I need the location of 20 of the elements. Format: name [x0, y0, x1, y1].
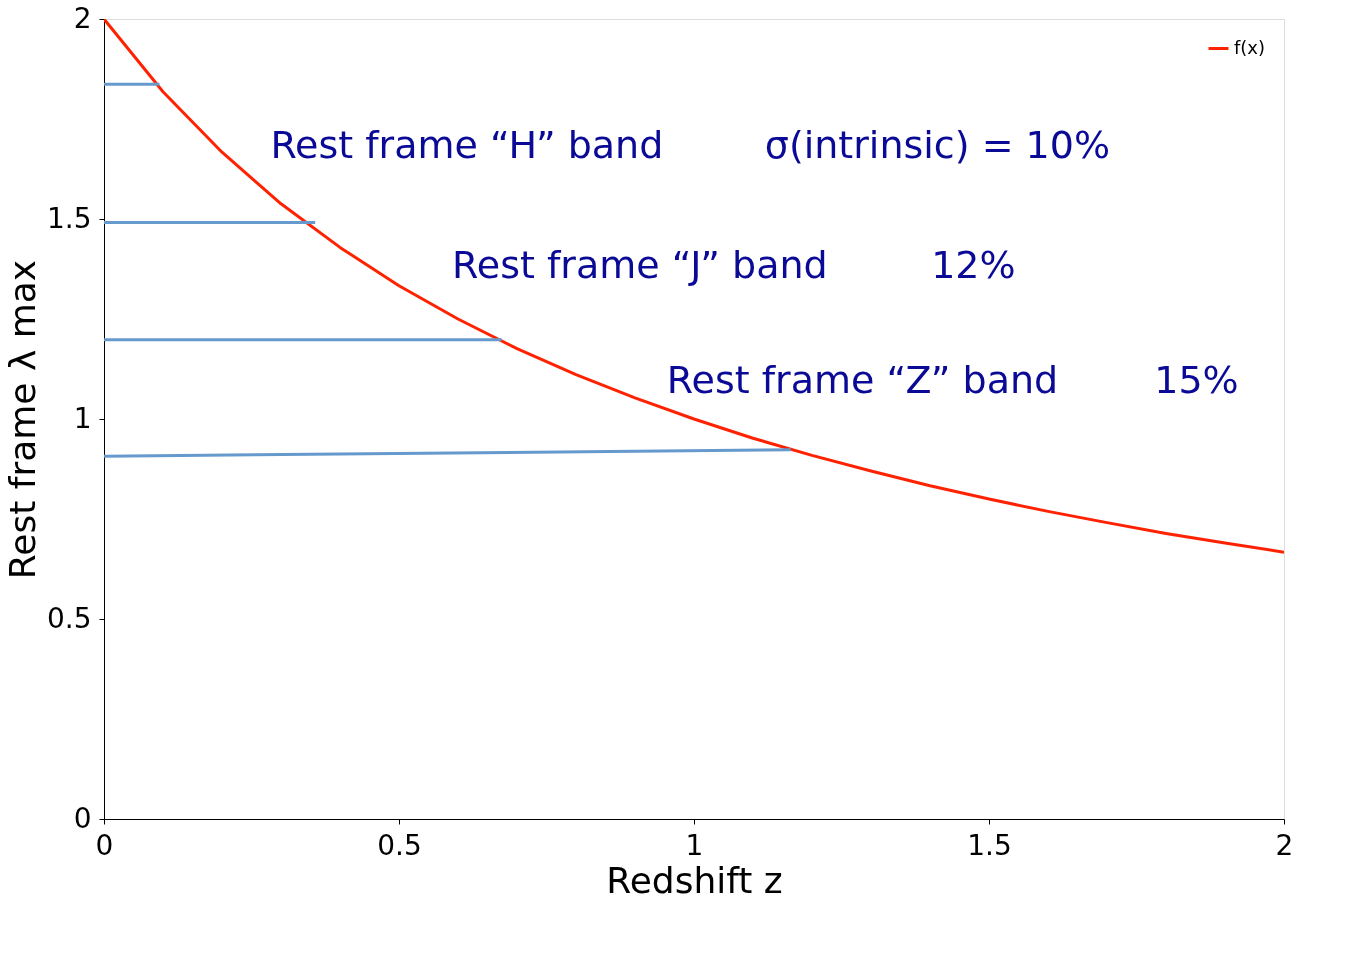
annotation: Rest frame “Z” band — [666, 358, 1059, 403]
annotation: 12% — [931, 243, 1016, 287]
y-axis-title: Rest frame λ max — [1, 259, 43, 580]
x-tick-label: 0.5 — [377, 828, 422, 862]
x-axis-title: Redshift z — [606, 859, 783, 901]
x-tick-label: 1 — [685, 828, 704, 862]
y-tick-label: 2 — [73, 1, 92, 35]
annotation: 15% — [1154, 358, 1239, 403]
y-tick-label: 1 — [73, 401, 92, 435]
annotation: Rest frame “J” band — [452, 243, 828, 287]
x-tick-label: 0 — [95, 828, 114, 862]
y-tick-label: 0.5 — [46, 601, 92, 635]
legend-label: f(x) — [1234, 36, 1266, 58]
line-series — [104, 19, 1284, 554]
y-tick-label: 0 — [73, 801, 92, 835]
x-tick-label: 2 — [1275, 828, 1294, 862]
y-tick-label: 1.5 — [46, 201, 92, 235]
annotation: σ(intrinsic) = 10% — [764, 123, 1111, 167]
x-tick-label: 1.5 — [967, 828, 1012, 862]
annotation: Rest frame “H” band — [270, 123, 664, 167]
